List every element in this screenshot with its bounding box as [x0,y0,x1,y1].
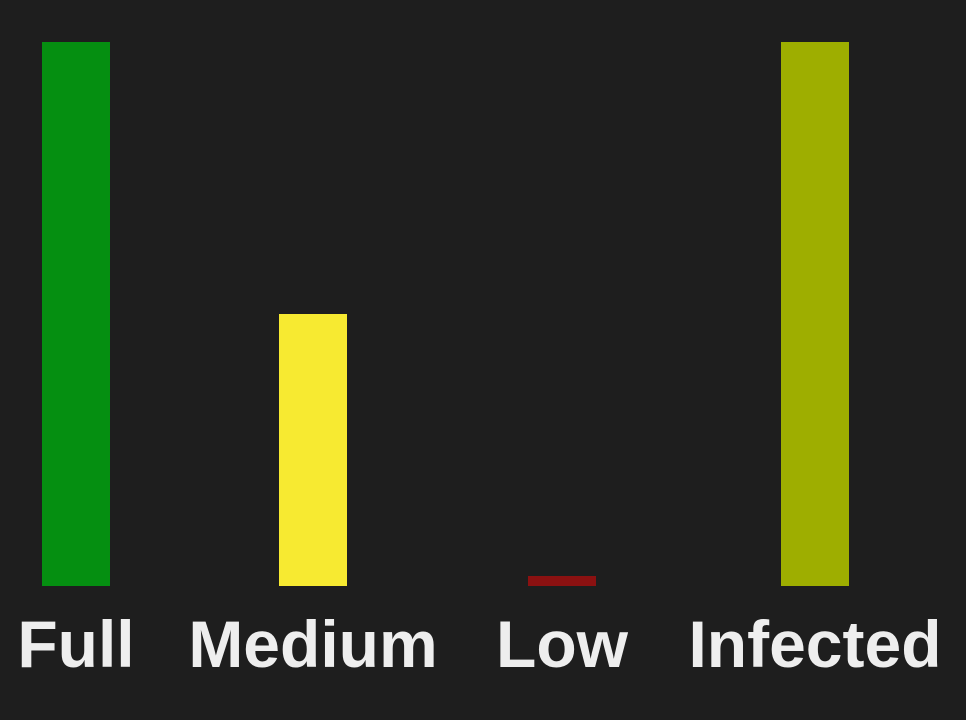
bars-group [42,42,849,586]
category-label-infected: Infected [688,607,941,681]
bar-infected [781,42,849,586]
category-label-low: Low [496,607,629,681]
category-labels: Full Medium Low Infected [17,607,941,681]
category-label-medium: Medium [188,607,437,681]
category-label-full: Full [17,607,134,681]
bar-low [528,576,596,586]
bar-medium [279,314,347,586]
bar-full [42,42,110,586]
